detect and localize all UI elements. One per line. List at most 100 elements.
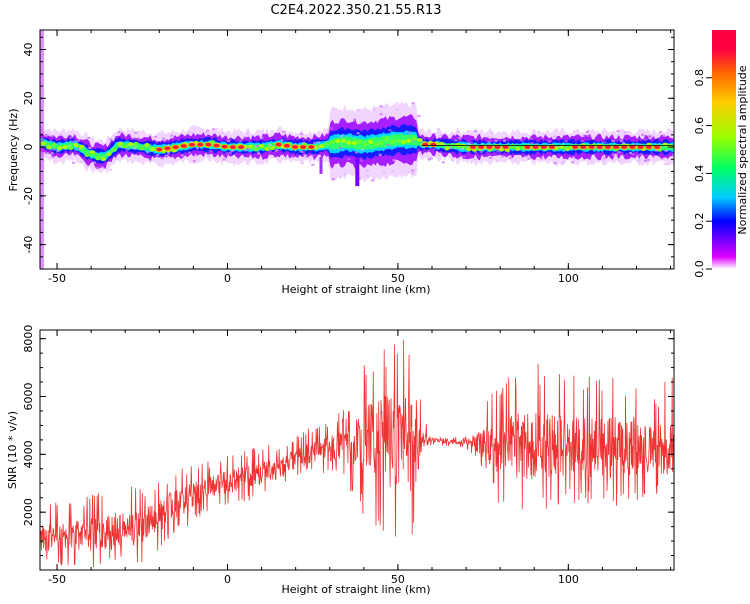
spectrogram-noise-speck [602, 158, 605, 161]
spectrogram-noise-speck [163, 139, 167, 142]
spectrogram-peak-cell [523, 144, 532, 150]
spectrogram-noise-speck [473, 130, 477, 133]
spectrogram-noise-speck [79, 161, 83, 164]
spectrogram-amplitude-dot [264, 147, 270, 152]
spectrogram-noise-speck [246, 146, 250, 149]
spectrogram-noise-speck [268, 150, 272, 153]
spectrogram-noise-speck [495, 160, 499, 163]
spectrogram-amplitude-dot [111, 147, 117, 152]
spectrogram-panel: -50 0 50 100 -40 -20 0 20 40 Height of straight … [7, 29, 675, 296]
spectrogram-noise-speck [68, 154, 72, 157]
spectrogram-amplitude-dot [106, 152, 112, 157]
spectrogram-noise-speck [61, 147, 65, 150]
spectrogram-noise-speck [222, 157, 226, 160]
spectrogram-noise-speck [68, 144, 72, 147]
spectrogram-noise-speck [329, 127, 333, 130]
spectrogram-x-axis-label: Height of straight line (km) [281, 283, 430, 296]
spectrogram-amplitude-dot [57, 146, 63, 151]
spectrogram-noise-speck [631, 153, 635, 156]
spectrogram-noise-speck [429, 157, 433, 160]
spectrogram-peak-cell [307, 144, 316, 150]
spectrogram-noise-speck [382, 171, 386, 174]
spectrogram-amplitude-dot [564, 146, 570, 151]
spectrogram-noise-speck [359, 121, 363, 124]
spectrogram-noise-speck [340, 135, 343, 138]
colorbar-label: Normalized spectral amplitude [736, 65, 749, 234]
spectrogram-peak-cell [612, 144, 620, 150]
spectrogram-noise-speck [331, 178, 335, 180]
spectrogram-noise-speck [375, 120, 379, 122]
spectrogram-amplitude-dot [40, 141, 47, 146]
spectrogram-noise-speck [386, 144, 390, 146]
spectrogram-noise-speck [479, 150, 483, 153]
spectrogram-noise-speck [300, 150, 303, 153]
snr-panel: -50 0 50 100 2000 4000 6000 8000 Height of stra… [6, 325, 675, 596]
spectrogram-noise-speck [230, 161, 234, 164]
colorbar-tick-label: 0.6 [693, 117, 706, 135]
spectrogram-noise-speck [462, 155, 466, 158]
spectrogram-amplitude-dot [335, 139, 341, 143]
spectrogram-noise-speck [119, 145, 122, 148]
spectrogram-noise-speck [180, 154, 184, 157]
spectrogram-noise-speck [268, 143, 272, 146]
spectrogram-noise-speck [50, 134, 54, 137]
spectrogram-noise-speck [56, 150, 60, 153]
spectrogram-noise-speck [561, 161, 565, 164]
spectrogram-peak-cell [188, 142, 196, 148]
spectrogram-amplitude-dot [340, 138, 346, 143]
spectrogram-amplitude-dot [149, 147, 156, 152]
spectrogram-noise-speck [246, 132, 249, 135]
spectrogram-noise-speck [489, 156, 493, 159]
spectrogram-noise-speck [187, 131, 191, 134]
spectrogram-noise-speck [356, 132, 360, 135]
spectrogram-noise-speck [75, 140, 79, 142]
colorbar-gradient [712, 30, 736, 269]
spectrogram-amplitude-dot [515, 146, 521, 151]
spectrogram-noise-speck [371, 179, 375, 182]
snr-x-tick-label: 0 [224, 573, 231, 586]
spectrogram-peak-cell [628, 144, 637, 150]
spectrogram-noise-speck [46, 133, 50, 136]
spectrogram-noise-speck [165, 154, 169, 157]
spectrogram-noise-speck [646, 158, 650, 161]
spectrogram-noise-speck [311, 154, 315, 157]
spectrogram-amplitude-dot [406, 138, 412, 143]
spectrogram-noise-speck [614, 153, 618, 156]
spectrogram-peak-cell [595, 144, 604, 150]
snr-y-tick-label: 2000 [22, 498, 35, 526]
spectrogram-amplitude-dot [89, 150, 96, 155]
spectrogram-amplitude-dot [455, 143, 461, 147]
spectrogram-noise-speck [487, 136, 491, 138]
spectrogram-peak-cell [531, 144, 540, 150]
spectrogram-noise-speck [303, 153, 307, 156]
spectrogram-noise-speck [59, 133, 63, 136]
spectrogram-noise-speck [641, 133, 645, 136]
spectrogram-noise-speck [239, 140, 243, 142]
spectrogram-noise-speck [467, 130, 470, 133]
spectrogram-amplitude-dot [329, 140, 336, 145]
spectrogram-noise-speck [467, 142, 471, 145]
spectrogram-noise-speck [211, 128, 215, 131]
colorbar: 0.0 0.2 0.4 0.6 0.8 Normalized spectral ampl… [693, 30, 749, 278]
spectrogram-noise-speck [572, 156, 575, 159]
spectrogram-noise-speck [460, 147, 464, 150]
spectrogram-noise-speck [339, 176, 343, 179]
spectrogram-noise-speck [100, 166, 104, 169]
spectrogram-amplitude-dot [84, 153, 90, 157]
spectrogram-noise-speck [300, 161, 304, 164]
spectrogram-amplitude-dot [346, 140, 352, 145]
spectrogram-peak-cell [204, 142, 213, 148]
spectrogram-noise-speck [437, 153, 441, 156]
spectrogram-amplitude-dot [46, 145, 52, 150]
spectrogram-noise-speck [500, 155, 504, 158]
spectrogram-noise-speck [388, 129, 392, 132]
spectrogram-ticks: -50 0 50 100 -40 -20 0 20 40 [22, 30, 674, 285]
spectrogram-noise-speck [365, 169, 369, 172]
spectrogram-noise-speck [165, 144, 169, 147]
spectrogram-noise-speck [243, 136, 247, 139]
spectrogram-noise-speck [648, 136, 652, 139]
spectrogram-noise-speck [260, 136, 264, 139]
spectrogram-noise-speck [454, 139, 458, 142]
spectrogram-noise-speck [519, 139, 523, 142]
spectrogram-peak-cell [636, 144, 645, 150]
